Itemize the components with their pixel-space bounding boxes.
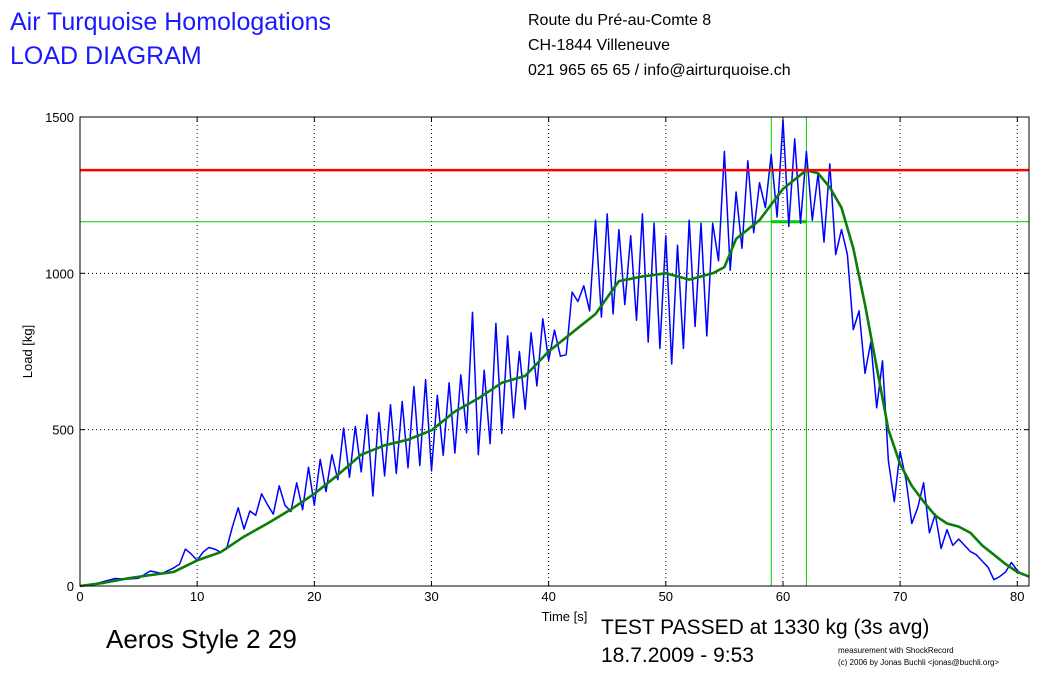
credit-copyright: (c) 2006 by Jonas Buchli <jonas@buchli.o… (838, 658, 1000, 667)
series-line-average (79, 168, 1030, 588)
x-tick-label: 60 (776, 589, 790, 604)
x-axis-label: Time [s] (542, 609, 588, 624)
x-tick-label: 40 (541, 589, 555, 604)
address-city: CH-1844 Villeneuve (528, 37, 671, 54)
report-title: Air Turquoise Homologations (10, 8, 331, 36)
x-tick-label: 80 (1010, 589, 1024, 604)
glider-model: Aeros Style 2 29 (106, 624, 297, 654)
test-result: TEST PASSED at 1330 kg (3s avg) (601, 616, 930, 639)
plot-area (80, 117, 1029, 586)
x-tick-label: 10 (190, 589, 204, 604)
series-line-raw (79, 119, 1024, 587)
test-datetime: 18.7.2009 - 9:53 (601, 644, 754, 667)
x-tick-label: 50 (659, 589, 673, 604)
y-tick-label: 500 (52, 423, 74, 438)
x-tick-label: 70 (893, 589, 907, 604)
diagram-title: LOAD DIAGRAM (10, 42, 202, 70)
x-tick-label: 0 (76, 589, 83, 604)
y-tick-label: 1000 (45, 266, 74, 281)
x-tick-label: 30 (424, 589, 438, 604)
plot-frame (79, 116, 1030, 587)
address-contact: 021 965 65 65 / info@airturquoise.ch (528, 62, 791, 79)
address-street: Route du Pré-au-Comte 8 (528, 12, 712, 29)
y-tick-label: 1500 (45, 110, 74, 125)
credit-measurement: measurement with ShockRecord (838, 646, 954, 655)
x-tick-label: 20 (307, 589, 321, 604)
y-tick-label: 0 (67, 579, 74, 594)
y-axis-label: Load [kg] (20, 325, 35, 379)
